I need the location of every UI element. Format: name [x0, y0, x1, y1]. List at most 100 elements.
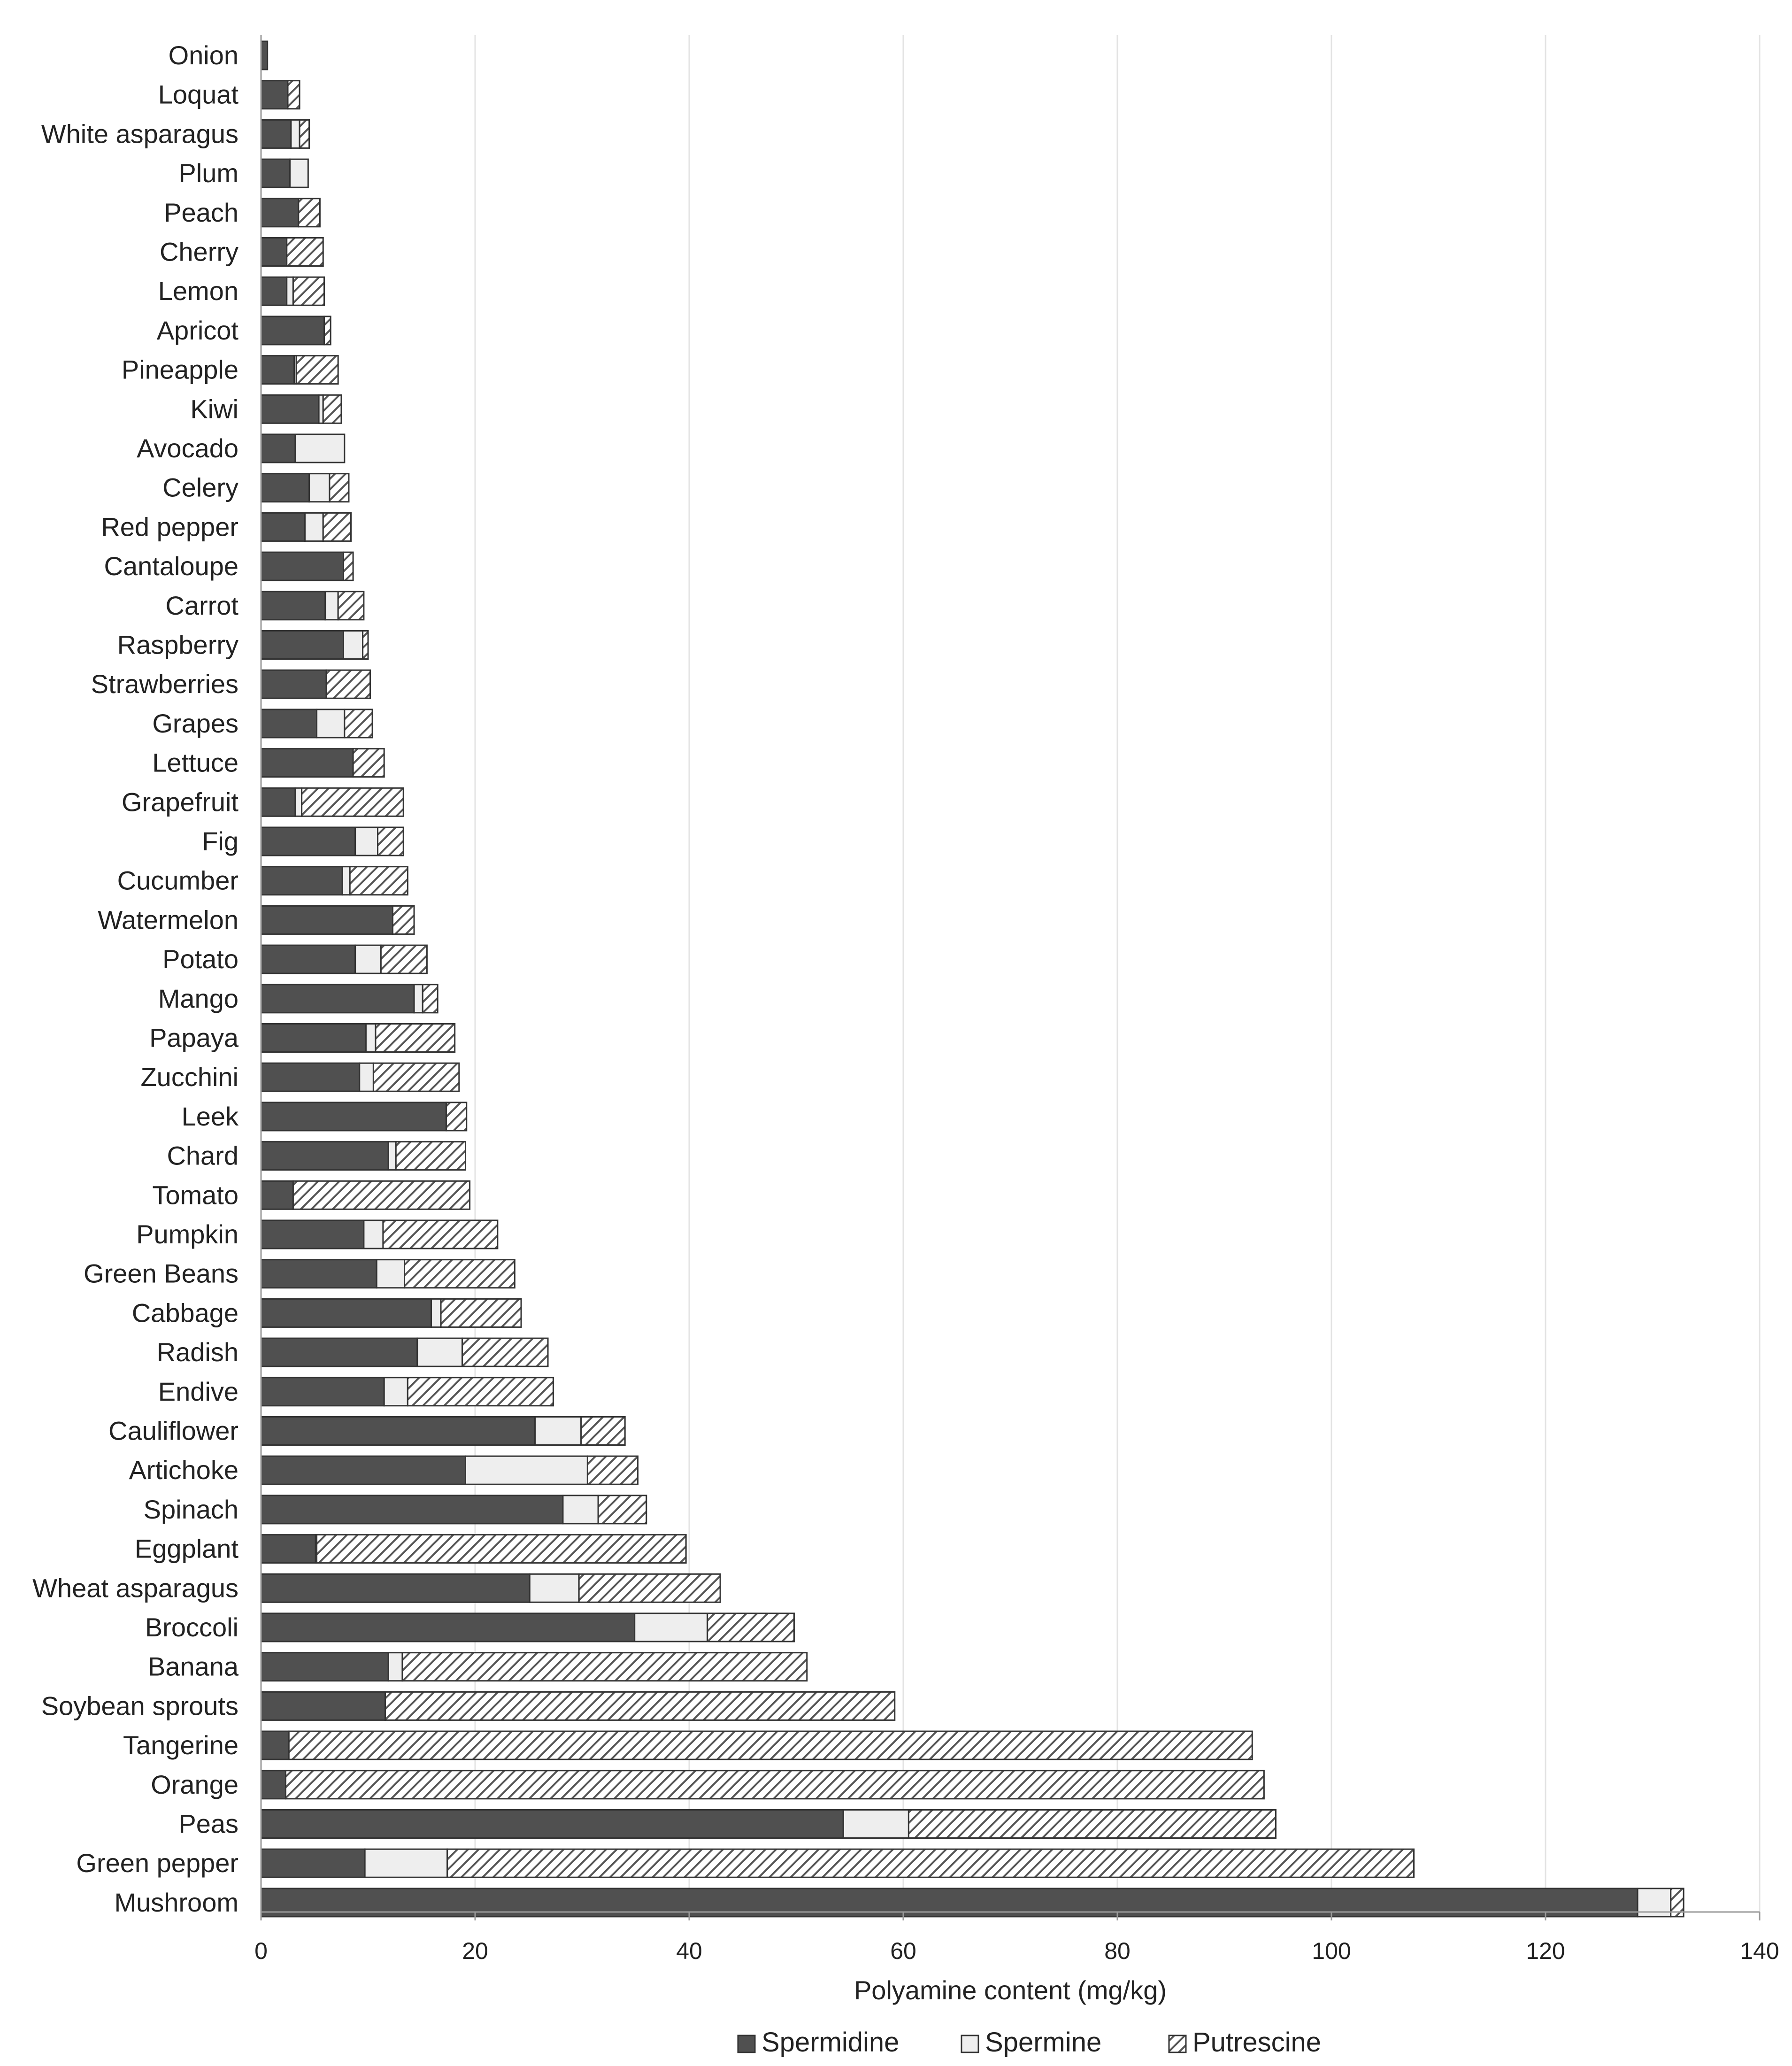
legend-label-spermidine: Spermidine: [761, 2027, 899, 2058]
bar-green-pepper-putrescine: [446, 1848, 1415, 1878]
bar-grapes-putrescine: [344, 709, 373, 739]
category-label-radish: Radish: [157, 1337, 238, 1367]
category-label-potato: Potato: [162, 944, 238, 974]
bar-plum-spermine: [289, 158, 309, 188]
bar-red-pepper-spermidine: [260, 512, 306, 542]
category-label-lemon: Lemon: [158, 276, 238, 306]
bar-pumpkin-putrescine: [382, 1219, 499, 1249]
bar-tomato-putrescine: [292, 1180, 471, 1210]
bar-chard-spermidine: [260, 1141, 389, 1171]
bar-grapes-spermine: [316, 709, 346, 739]
category-label-peas: Peas: [178, 1809, 238, 1839]
bar-cauliflower-putrescine: [580, 1416, 626, 1446]
category-label-cabbage: Cabbage: [132, 1298, 238, 1327]
bar-pumpkin-spermine: [363, 1219, 384, 1249]
bar-peas-spermine: [842, 1809, 909, 1839]
bar-onion-spermidine: [260, 40, 269, 70]
category-label-white-asparagus: White asparagus: [41, 119, 238, 148]
bar-fig-putrescine: [377, 826, 404, 856]
category-label-spinach: Spinach: [144, 1495, 238, 1524]
bar-papaya-putrescine: [375, 1023, 456, 1053]
x-tick-label-140: 140: [1740, 1938, 1779, 1964]
category-label-wheat-asparagus: Wheat asparagus: [32, 1573, 238, 1603]
bar-chard-spermine: [387, 1141, 397, 1171]
bar-banana-spermidine: [260, 1652, 389, 1682]
bar-wheat-asparagus-spermine: [529, 1573, 580, 1603]
bar-pumpkin-spermidine: [260, 1219, 365, 1249]
bar-leek-spermidine: [260, 1102, 447, 1132]
bar-green-beans-spermine: [376, 1259, 406, 1289]
bar-cauliflower-spermidine: [260, 1416, 536, 1446]
category-label-cucumber: Cucumber: [117, 866, 238, 895]
bar-mango-spermine: [413, 984, 423, 1014]
x-tick-label-100: 100: [1312, 1938, 1351, 1964]
bar-papaya-spermine: [365, 1023, 377, 1053]
category-label-soybean-sprouts: Soybean sprouts: [41, 1691, 238, 1720]
bar-kiwi-spermidine: [260, 394, 320, 424]
bar-pineapple-spermidine: [260, 355, 295, 385]
bar-mango-spermidine: [260, 984, 415, 1014]
bar-grapefruit-spermidine: [260, 787, 296, 817]
x-tick-label-40: 40: [676, 1938, 702, 1964]
bar-spinach-spermidine: [260, 1495, 564, 1525]
bar-endive-spermidine: [260, 1377, 385, 1407]
bar-strawberries-putrescine: [325, 669, 371, 699]
bar-loquat-putrescine: [287, 80, 300, 110]
category-label-lettuce: Lettuce: [152, 748, 238, 778]
bar-green-pepper-spermidine: [260, 1848, 366, 1878]
category-label-tomato: Tomato: [152, 1180, 238, 1210]
bar-white-asparagus-spermine: [290, 119, 300, 149]
bar-potato-spermine: [354, 944, 382, 974]
category-label-chard: Chard: [167, 1141, 238, 1171]
category-label-raspberry: Raspberry: [117, 630, 238, 660]
bar-red-pepper-putrescine: [322, 512, 352, 542]
category-label-loquat: Loquat: [158, 80, 239, 109]
bar-eggplant-spermidine: [260, 1534, 316, 1564]
bar-cantaloupe-spermidine: [260, 551, 345, 581]
bar-red-pepper-spermine: [304, 512, 324, 542]
category-label-avocado: Avocado: [137, 433, 238, 463]
bar-lemon-putrescine: [292, 276, 325, 306]
category-label-zucchini: Zucchini: [140, 1062, 238, 1092]
bar-spinach-spermine: [562, 1495, 599, 1525]
bar-endive-putrescine: [407, 1377, 554, 1407]
bar-carrot-spermidine: [260, 591, 326, 621]
bar-cabbage-spermine: [431, 1298, 442, 1328]
bar-cantaloupe-putrescine: [343, 551, 354, 581]
category-label-cantaloupe: Cantaloupe: [104, 551, 238, 581]
bar-grapes-spermidine: [260, 709, 318, 739]
bar-radish-spermine: [416, 1337, 463, 1367]
category-label-onion: Onion: [169, 40, 238, 70]
bar-soybean-sprouts-spermidine: [260, 1691, 386, 1721]
bar-lettuce-putrescine: [352, 748, 385, 778]
legend-label-spermine: Spermine: [985, 2027, 1101, 2058]
x-tick-label-80: 80: [1104, 1938, 1131, 1964]
bar-tangerine-putrescine: [288, 1730, 1253, 1760]
bar-avocado-spermidine: [260, 433, 296, 463]
bar-raspberry-putrescine: [362, 630, 369, 660]
bar-cherry-spermidine: [260, 237, 288, 267]
category-label-grapes: Grapes: [152, 709, 238, 738]
bar-radish-putrescine: [461, 1337, 549, 1367]
bar-broccoli-putrescine: [707, 1612, 795, 1642]
bar-wheat-asparagus-putrescine: [578, 1573, 721, 1603]
bar-peas-spermidine: [260, 1809, 844, 1839]
bar-grapefruit-putrescine: [301, 787, 404, 817]
category-label-eggplant: Eggplant: [135, 1534, 239, 1564]
bar-raspberry-spermine: [343, 630, 364, 660]
bar-carrot-putrescine: [337, 591, 365, 621]
bar-broccoli-spermine: [634, 1612, 708, 1642]
bar-zucchini-spermidine: [260, 1062, 361, 1092]
bar-lemon-spermidine: [260, 276, 288, 306]
bar-artichoke-spermine: [464, 1455, 588, 1485]
bar-radish-spermidine: [260, 1337, 418, 1367]
bar-peas-putrescine: [908, 1809, 1277, 1839]
bar-lettuce-spermidine: [260, 748, 354, 778]
bar-potato-spermidine: [260, 944, 356, 974]
x-axis-title: Polyamine content (mg/kg): [854, 1975, 1167, 2005]
bar-green-beans-spermidine: [260, 1259, 377, 1289]
category-label-plum: Plum: [178, 158, 238, 188]
bar-fig-spermine: [354, 826, 379, 856]
bar-apricot-spermidine: [260, 316, 325, 346]
